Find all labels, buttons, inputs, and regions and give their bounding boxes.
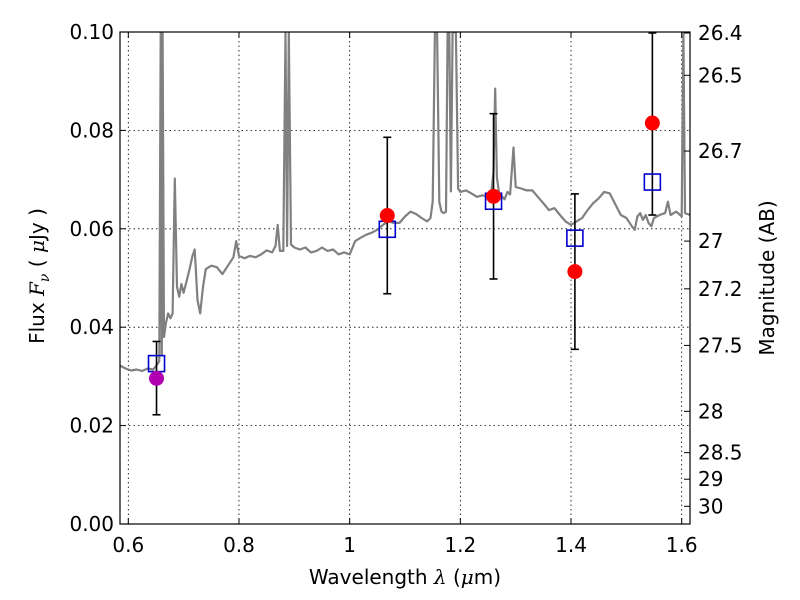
observed-photometry-point: [149, 370, 165, 386]
y-tick-label: 0.08: [69, 118, 114, 142]
y-tick-label: 0.04: [69, 315, 114, 339]
x-tick-label: 1.2: [444, 533, 476, 557]
y2-tick-label: 26.7: [698, 139, 743, 163]
marker-layer: [147, 32, 662, 416]
data-layer: [120, 32, 690, 373]
y-tick-label: 0.02: [69, 414, 114, 438]
y2-tick-label: 26.4: [698, 21, 743, 45]
x-tick-label: 1.6: [666, 533, 698, 557]
y2-axis-label: Magnitude (AB): [755, 200, 779, 355]
y2-tick-label: 29: [698, 467, 723, 491]
observed-photometry-point: [486, 188, 502, 204]
observed-photometry-point: [644, 115, 660, 131]
grid: [120, 31, 690, 525]
x-tick-label: 0.8: [223, 533, 255, 557]
plot-area: [120, 32, 690, 524]
x-axis-label: Wavelength λ (μm): [309, 565, 501, 589]
model-photometry-square: [566, 229, 584, 247]
y2-tick-label: 27: [698, 229, 723, 253]
model-photometry-square: [643, 173, 662, 191]
y-tick-label: 0.00: [69, 512, 114, 536]
x-tick-label: 0.6: [112, 533, 144, 557]
x-tick-label: 1: [343, 533, 356, 557]
x-tick-label: 1.4: [555, 533, 587, 557]
y2-tick-label: 26.5: [698, 63, 743, 87]
y2-tick-label: 28.5: [698, 441, 743, 465]
observed-photometry-point: [567, 264, 583, 280]
y2-tick-label: 30: [698, 494, 723, 518]
y-tick-label: 0.10: [69, 20, 114, 44]
observed-photometry-point: [379, 208, 395, 224]
plot-frame: [119, 31, 691, 525]
ticks: 0.6 0.8 1 1.2 1.4 1.6 0.00 0.02 0.04 0.06 0.08 0.10…: [69, 20, 742, 557]
y2-tick-label: 28: [698, 399, 723, 423]
y2-tick-label: 27.2: [698, 277, 743, 301]
model-spectrum-line: [120, 32, 690, 373]
y-tick-label: 0.06: [69, 217, 114, 241]
y-axis-label: Flux Fν ( μJy ): [25, 208, 53, 344]
y2-tick-label: 27.5: [698, 333, 743, 357]
